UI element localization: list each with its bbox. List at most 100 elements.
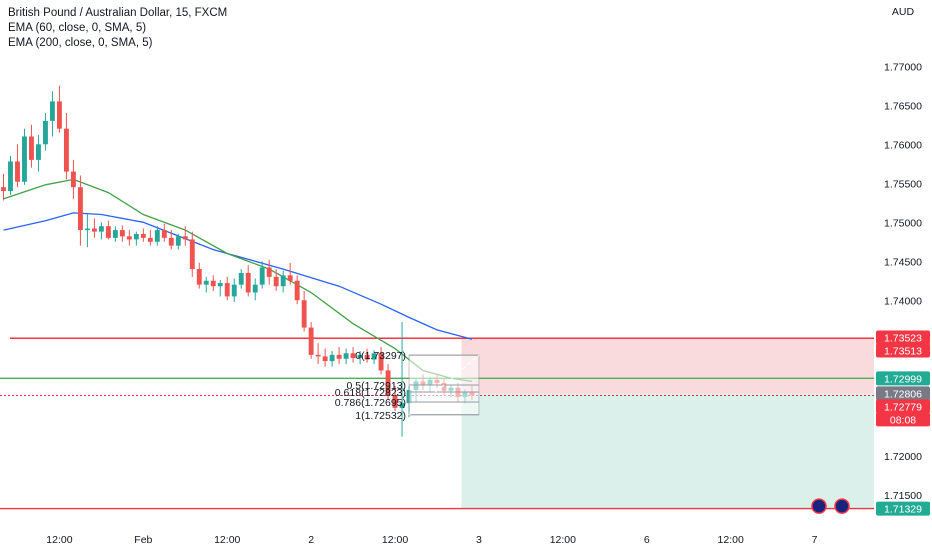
candle bbox=[161, 223, 167, 242]
time-tick-label: 12:00 bbox=[718, 534, 744, 546]
price-label-text: 1.72806 bbox=[884, 388, 922, 400]
candle-body bbox=[245, 272, 251, 293]
candle bbox=[266, 259, 272, 285]
ema200-legend[interactable]: EMA (200, close, 0, SMA, 5) bbox=[8, 37, 153, 49]
fib-level-label: 0(1.73297) bbox=[355, 350, 406, 362]
candle-body bbox=[287, 275, 293, 281]
candle-body bbox=[252, 284, 258, 293]
candle bbox=[252, 278, 258, 301]
price-label-bg bbox=[876, 386, 930, 401]
candle bbox=[231, 278, 237, 302]
price-label-bg bbox=[876, 330, 930, 345]
time-tick-label: 6 bbox=[644, 534, 650, 546]
price-label: 1.71329 bbox=[876, 501, 930, 516]
candle-body bbox=[15, 161, 20, 182]
candle bbox=[29, 124, 34, 168]
price-label-text: 1.73523 bbox=[884, 332, 922, 344]
flag-icon bbox=[834, 498, 850, 514]
candle bbox=[280, 270, 286, 293]
time-tick-label: Feb bbox=[134, 534, 152, 546]
candle-body bbox=[8, 161, 13, 192]
candle-body bbox=[357, 354, 363, 358]
candle-body bbox=[210, 280, 216, 287]
candle bbox=[196, 262, 202, 289]
price-label-text: 08:08 bbox=[890, 414, 916, 426]
candle-body bbox=[161, 230, 167, 238]
candle bbox=[350, 347, 356, 363]
candle-body bbox=[266, 267, 272, 277]
price-axis-bg bbox=[874, 0, 932, 550]
candle bbox=[245, 265, 251, 297]
candle-body bbox=[91, 228, 97, 232]
time-tick-label: 3 bbox=[476, 534, 482, 546]
candle bbox=[147, 230, 153, 246]
time-tick-label: 12:00 bbox=[46, 534, 72, 546]
candle-body bbox=[49, 101, 55, 121]
candle-body bbox=[399, 403, 405, 408]
candle-body bbox=[126, 236, 132, 240]
candle-body bbox=[98, 226, 104, 232]
candle bbox=[154, 226, 160, 246]
candle-body bbox=[392, 395, 398, 408]
candle-body bbox=[63, 128, 69, 172]
candle-body bbox=[301, 300, 307, 328]
candle bbox=[329, 350, 335, 367]
candle-body bbox=[147, 237, 153, 242]
candle bbox=[105, 220, 111, 240]
candle-body bbox=[1, 187, 6, 192]
candle-body bbox=[336, 354, 342, 359]
fib-trend-line bbox=[408, 354, 480, 416]
ema60-legend[interactable]: EMA (60, close, 0, SMA, 5) bbox=[8, 22, 147, 34]
candle-body bbox=[238, 272, 244, 285]
candle-body bbox=[22, 136, 27, 182]
price-label: 1.72779 bbox=[876, 399, 930, 414]
candle-body bbox=[119, 230, 125, 237]
candle bbox=[301, 290, 307, 332]
price-tick-label: 1.71500 bbox=[884, 490, 922, 502]
price-label-text: 1.73513 bbox=[884, 345, 922, 357]
price-label: 1.72806 bbox=[876, 386, 930, 401]
candle-body bbox=[29, 136, 34, 160]
candle bbox=[336, 347, 342, 365]
candle-body bbox=[77, 187, 83, 231]
candle bbox=[15, 144, 20, 188]
symbol-title[interactable]: British Pound / Australian Dollar, 15, F… bbox=[8, 7, 228, 19]
time-axis: 12:00 Feb 12:00 2 12:00 3 12:00 6 12:00 7 bbox=[0, 528, 874, 550]
candle bbox=[119, 225, 125, 242]
candle-body bbox=[105, 226, 111, 238]
candle-body bbox=[84, 228, 90, 231]
time-tick-label: 12:00 bbox=[382, 534, 408, 546]
price-tick-label: 1.74500 bbox=[884, 256, 922, 268]
fib-level-label: 0.5(1.72913) bbox=[346, 380, 406, 392]
fib-level-label: 0.618(1.72823) bbox=[335, 387, 406, 399]
price-label-bg bbox=[876, 412, 930, 427]
candle bbox=[364, 348, 370, 363]
price-label: 1.73523 bbox=[876, 330, 930, 345]
candle bbox=[399, 322, 405, 437]
candle bbox=[8, 155, 13, 195]
candle-body bbox=[371, 353, 377, 360]
candle-body bbox=[140, 233, 146, 238]
candle-body bbox=[203, 280, 209, 285]
time-tick-label: 7 bbox=[812, 534, 818, 546]
candle bbox=[56, 85, 62, 133]
candle-body bbox=[217, 283, 223, 287]
fib-level-label: 1(1.72532) bbox=[355, 410, 406, 422]
candle-body bbox=[343, 353, 349, 359]
axis-unit: AUD bbox=[892, 6, 915, 18]
candle bbox=[70, 159, 76, 199]
candle bbox=[22, 128, 27, 185]
price-label: 1.72999 bbox=[876, 371, 930, 386]
candle-body bbox=[43, 120, 48, 145]
candle bbox=[259, 261, 265, 289]
candle bbox=[238, 269, 244, 289]
candle-body bbox=[175, 236, 181, 246]
candle-body bbox=[308, 327, 314, 355]
fibonacci-retracement: 0(1.73297) 0.5(1.72913)0.618(1.72823)0.78… bbox=[335, 350, 480, 422]
time-tick-label: 12:00 bbox=[550, 534, 576, 546]
candle bbox=[91, 218, 97, 238]
candle bbox=[217, 279, 223, 297]
price-tick-label: 1.76000 bbox=[884, 139, 922, 151]
